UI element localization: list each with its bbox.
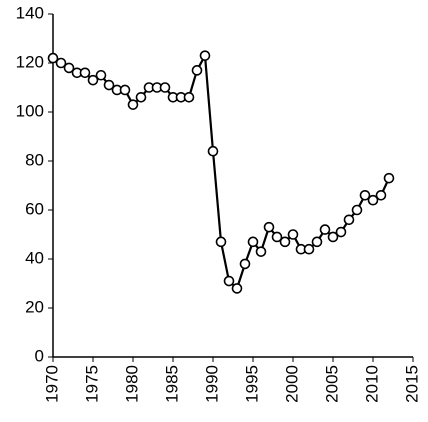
marker [375, 190, 387, 201]
y-tick-label: 80 [25, 150, 44, 169]
marker [287, 229, 299, 240]
marker [159, 82, 171, 93]
marker [63, 62, 75, 74]
marker [135, 92, 147, 103]
marker [127, 99, 139, 110]
marker [103, 79, 115, 91]
marker [335, 226, 347, 238]
marker [47, 52, 59, 64]
x-tick-label: 2000 [282, 365, 301, 403]
y-tick-label: 0 [35, 346, 44, 365]
x-tick-label: 2015 [402, 365, 421, 403]
y-tick-label: 60 [25, 199, 44, 218]
x-tick-label: 2010 [362, 365, 381, 403]
line [52, 51, 390, 291]
marker [351, 204, 363, 216]
marker [199, 50, 211, 61]
marker [223, 275, 235, 287]
marker [239, 258, 251, 270]
marker [303, 243, 315, 255]
x-tick-label: 1980 [122, 365, 141, 403]
y-tick-label: 100 [16, 101, 44, 120]
y-tick-label: 140 [16, 3, 44, 22]
marker [207, 145, 219, 157]
marker [367, 194, 379, 206]
marker [95, 69, 107, 81]
y-tick-label: 20 [25, 297, 44, 316]
marker [383, 172, 395, 184]
x-tick-label: 1990 [202, 365, 221, 403]
marker [319, 224, 331, 235]
marker [327, 231, 339, 243]
y-tick-label: 120 [16, 52, 44, 71]
marker [263, 221, 275, 233]
marker [343, 214, 355, 226]
marker [191, 65, 203, 76]
marker [247, 236, 259, 248]
marker [359, 190, 371, 201]
x-tick-label: 1985 [162, 365, 181, 403]
marker [119, 84, 131, 96]
marker [183, 92, 195, 103]
marker [279, 236, 291, 248]
x-tick-label: 1970 [42, 365, 61, 403]
marker [79, 67, 91, 79]
marker [271, 231, 283, 243]
marker [255, 246, 267, 257]
x-tick-label: 2005 [322, 365, 341, 403]
x-tick-label: 1995 [242, 365, 261, 403]
marker [311, 236, 323, 248]
y-tick-label: 40 [25, 248, 44, 267]
x-tick-label: 1975 [82, 365, 101, 403]
marker [231, 283, 243, 294]
marker [87, 74, 99, 86]
marker [55, 57, 67, 69]
marker [215, 236, 227, 248]
